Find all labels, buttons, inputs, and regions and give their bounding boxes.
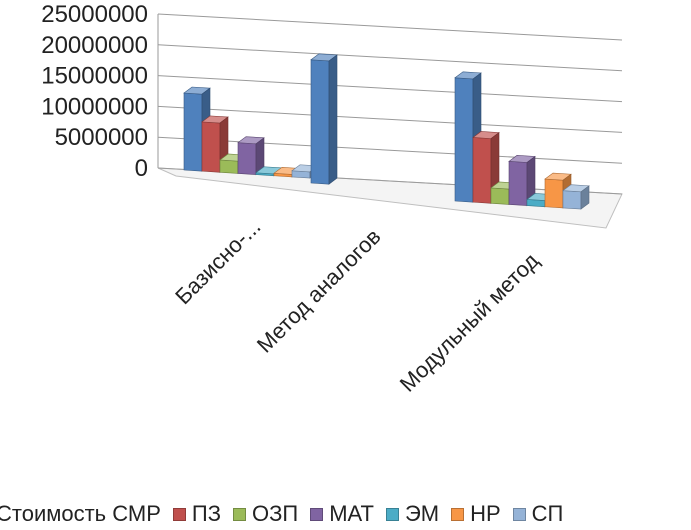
x-tick-label: Метод аналогов xyxy=(252,224,386,358)
bar xyxy=(562,184,590,210)
y-tick-label: 15000000 xyxy=(41,63,148,90)
legend-label: СП xyxy=(531,501,564,526)
legend-item: Стоимость СМР xyxy=(0,501,161,527)
bar xyxy=(472,131,500,204)
x-tick-label: Модульный метод xyxy=(395,248,544,397)
legend-swatch xyxy=(172,507,186,521)
legend-swatch xyxy=(385,507,399,521)
legend-label: НР xyxy=(470,501,501,526)
gridline xyxy=(157,105,623,133)
legend-label: ПЗ xyxy=(191,501,222,526)
y-tick-label: 25000000 xyxy=(41,1,148,28)
legend-swatch xyxy=(512,507,526,521)
bar xyxy=(310,53,338,185)
y-tick-label: 20000000 xyxy=(41,32,148,59)
legend-label: Стоимость СМР xyxy=(0,501,161,526)
bars xyxy=(183,53,590,210)
y-tick-label: 5000000 xyxy=(55,124,148,151)
legend-item: МАТ xyxy=(310,501,374,527)
legend-label: МАТ xyxy=(329,501,374,526)
legend-item: ОЗП xyxy=(233,501,298,527)
y-tick-label: 10000000 xyxy=(41,93,148,120)
gridline xyxy=(157,136,623,164)
gridline xyxy=(157,44,623,72)
legend-swatch xyxy=(310,507,324,521)
bar xyxy=(237,136,265,176)
gridlines xyxy=(157,13,623,195)
gridline xyxy=(157,75,623,103)
legend-swatch xyxy=(451,507,465,521)
legend-item: ЭМ xyxy=(385,501,440,527)
gridline xyxy=(157,13,623,41)
legend-label: ЭМ xyxy=(404,501,440,526)
x-tick-label: Базисно-... xyxy=(170,214,265,309)
legend-item: НР xyxy=(451,501,501,527)
legend-label: ОЗП xyxy=(252,501,299,526)
chart-legend: Стоимость СМР ПЗ ОЗП МАТ ЭМ НР СП xyxy=(0,498,691,530)
legend-swatch xyxy=(233,507,247,521)
bar-chart-3d: 25000000 20000000 15000000 10000000 5000000 0… xyxy=(41,1,623,397)
y-tick-label: 0 xyxy=(135,155,148,182)
legend-item: СП xyxy=(512,501,564,527)
bar xyxy=(508,155,536,207)
legend-item: ПЗ xyxy=(172,501,222,527)
